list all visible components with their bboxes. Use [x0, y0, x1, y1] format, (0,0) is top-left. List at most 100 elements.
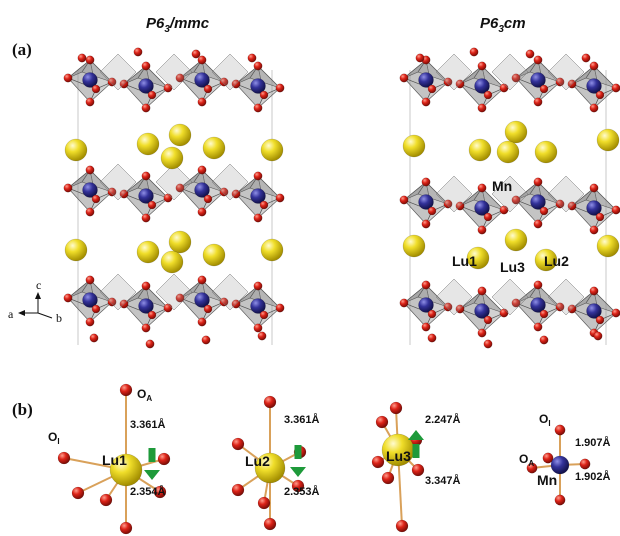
mn-atom	[418, 194, 434, 210]
o-atom-planar	[511, 195, 521, 205]
o-atom	[525, 49, 535, 59]
mn-distance-bottom: 1.902Å	[575, 470, 611, 483]
polyhedron-face	[145, 87, 169, 109]
o-atom-ligand	[554, 494, 566, 506]
o-atom-planar	[611, 205, 620, 215]
label-mn-right: Mn	[492, 178, 512, 194]
o-atom-apical	[477, 225, 487, 235]
o-atom-ligand	[119, 383, 133, 397]
lu-atom	[202, 243, 226, 267]
o-atom-apical	[197, 97, 207, 107]
o-atom-planar	[147, 200, 157, 210]
o-atom-apical	[533, 177, 543, 187]
polyhedron-back	[491, 53, 529, 91]
o-atom-planar	[175, 183, 185, 193]
polyhedron-face	[473, 65, 505, 89]
o-atom-apical	[589, 103, 599, 113]
o-atom-apical	[141, 323, 151, 333]
polyhedron-face	[585, 65, 617, 89]
o-atom-ligand	[542, 452, 554, 464]
o-atom	[539, 335, 549, 345]
o-atom-ligand	[99, 493, 113, 507]
polyhedron-back	[99, 163, 137, 201]
polyhedron-back	[435, 53, 473, 91]
mno5-polyhedron	[455, 61, 509, 113]
o-atom-ligand	[371, 455, 385, 469]
polyhedron-face	[89, 191, 113, 213]
lu-atom	[504, 120, 528, 144]
lu2-label: Lu2	[245, 453, 270, 469]
o-atom	[133, 47, 143, 57]
lu-atom	[136, 132, 160, 156]
o-atom-apical	[85, 207, 95, 217]
o-atom-planar	[91, 304, 101, 314]
mn-atom	[82, 292, 98, 308]
o-atom	[483, 339, 493, 349]
polyhedron-back	[435, 278, 473, 316]
o-atom-planar	[275, 303, 285, 313]
o-atom-planar	[427, 84, 437, 94]
mno5-polyhedron	[119, 61, 173, 113]
o-atom-apical	[421, 177, 431, 187]
lu-atom	[168, 123, 192, 147]
o-atom-planar	[91, 194, 101, 204]
lu-atom	[534, 248, 558, 272]
mn-atom	[418, 297, 434, 313]
polyhedron-face	[585, 290, 617, 314]
mn-atom	[474, 303, 490, 319]
lu1-oa-label: OA	[137, 387, 152, 403]
o-atom-ligand	[579, 458, 591, 470]
mno5-polyhedron	[399, 280, 453, 332]
o-atom-ligand	[381, 471, 395, 485]
o-atom	[247, 53, 257, 63]
lu3-label: Lu3	[386, 448, 411, 464]
polyhedron-face	[137, 175, 169, 199]
lu-atom	[468, 138, 492, 162]
polyhedron-back	[155, 163, 193, 201]
axis-b-label: b	[56, 311, 62, 325]
lu-atom	[160, 146, 184, 170]
o-atom-ligand	[257, 496, 271, 510]
axis-triad: c a b	[8, 278, 62, 325]
axis-a-arrowhead	[18, 310, 25, 316]
o-atom-planar	[107, 297, 117, 307]
lu2-distance-bottom: 2.353Å	[284, 485, 320, 498]
o-atom	[89, 333, 99, 343]
mno5-polyhedron	[399, 55, 453, 107]
o-atom-ligand	[526, 462, 538, 474]
arrow-head	[144, 470, 160, 480]
structure-title-left: P63/mmc	[146, 15, 210, 35]
mno5-polyhedron	[511, 177, 565, 229]
o-atom-apical	[141, 171, 151, 181]
o-atom-planar	[147, 310, 157, 320]
polyhedron-face	[593, 87, 617, 109]
o-atom-ligand	[554, 424, 566, 436]
o-atom	[415, 53, 425, 63]
lu-atom	[64, 138, 88, 162]
o-atom	[469, 47, 479, 57]
mn-atom	[82, 182, 98, 198]
o-atom-planar	[275, 193, 285, 203]
polyhedron-face	[425, 203, 449, 225]
lu1-label: Lu1	[102, 452, 127, 468]
mn-atom	[586, 303, 602, 319]
o-atom-planar	[539, 309, 549, 319]
mn-atom	[586, 200, 602, 216]
o-atom-planar	[595, 90, 605, 100]
displacement-arrow-down	[290, 445, 306, 477]
o-atom-planar	[219, 297, 229, 307]
mn-atom	[530, 297, 546, 313]
polyhedron-back	[491, 278, 529, 316]
o-atom-ligand	[291, 479, 305, 493]
polyhedron-face	[537, 81, 561, 103]
o-atom	[427, 333, 437, 343]
o-atom-apical	[141, 213, 151, 223]
polyhedron-back	[99, 53, 137, 91]
arrow-shaft	[148, 448, 156, 462]
lu-atom	[168, 230, 192, 254]
lu-atom	[466, 246, 490, 270]
o-atom-apical	[85, 317, 95, 327]
structure-title-right: P63cm	[480, 15, 526, 35]
mno5-polyhedron	[231, 281, 285, 333]
mn-atom-site	[550, 455, 570, 475]
